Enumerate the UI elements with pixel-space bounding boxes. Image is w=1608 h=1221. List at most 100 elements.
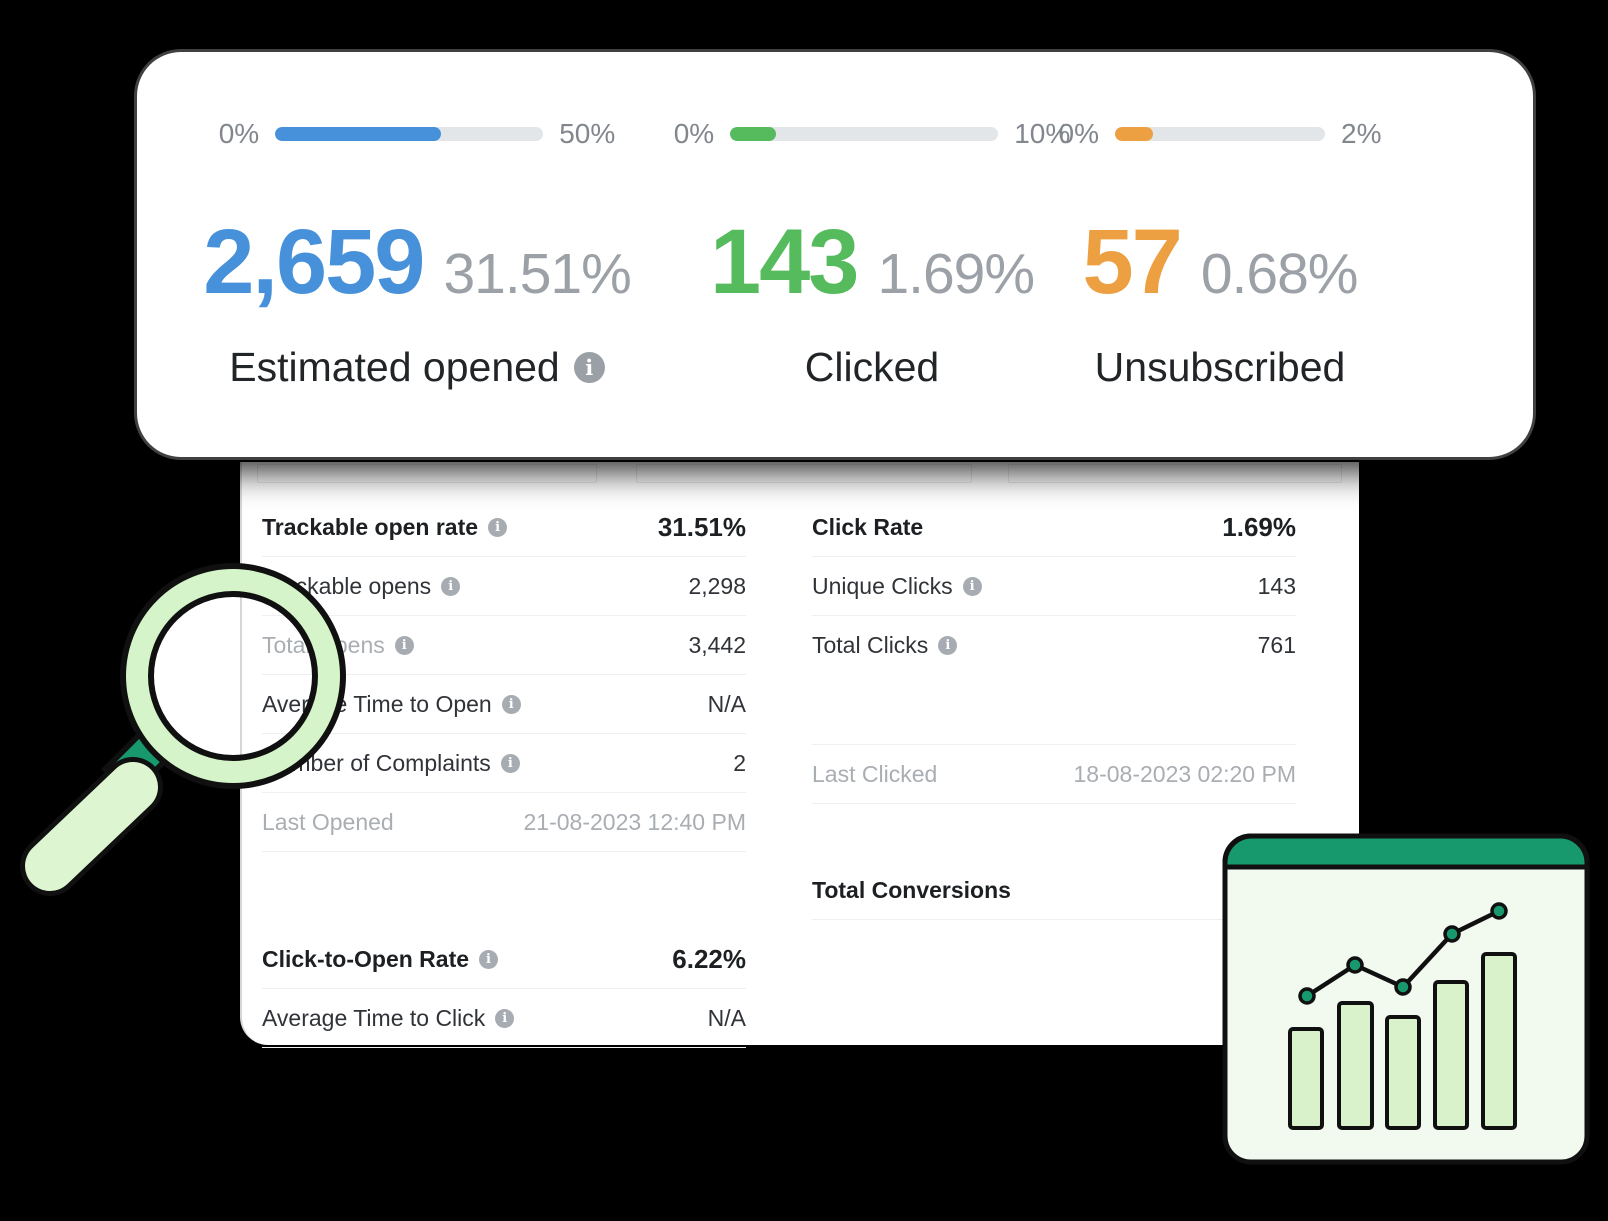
stat-row: Total Clicks i 761 [812,616,1296,674]
widget-bar [1385,1015,1421,1130]
progress-track [730,127,999,141]
progress-track [1115,127,1325,141]
stat-row: Average Time to Open i N/A [262,675,746,734]
click-stats-column: Click Rate 1.69% Unique Clicks i 143 Total Cl… [812,498,1296,920]
info-icon[interactable]: i [500,753,520,773]
stat-value: 1.69% [1222,511,1296,542]
metric-label: Clicked [804,343,940,390]
stat-label: Total Conversions [812,876,1011,903]
scale-max-label: 2% [1341,118,1382,149]
stat-row: Last Clicked 18-08-2023 02:20 PM [812,744,1296,804]
hidden-stat-card-edge [636,464,972,483]
stat-label: Click Rate [812,513,924,540]
stat-label: Last Opened [262,808,394,835]
progress-scale: 0% 50% [167,118,667,150]
stat-label: Total Clicks i [812,632,958,659]
metric-label: Unsubscribed [1094,343,1346,390]
metric-rate: 0.68% [1200,242,1359,306]
chart-widget-line [1298,902,1508,1005]
chart-widget-illustration [1222,833,1590,1165]
progress-fill [730,127,776,141]
stat-row: Click Rate 1.69% [812,498,1296,557]
metric-label-row: Unsubscribed [1030,342,1410,392]
stat-value: 3,442 [688,631,746,658]
metric-value-row: 2,659 31.51% [167,216,667,320]
progress-scale: 0% 10% [642,118,1102,150]
chart-widget-bars [1288,952,1517,1130]
stat-label: Trackable open rate i [262,514,508,541]
metric-unsubscribed: 0% 2% 57 0.68% Unsubscribed [1030,52,1410,457]
metric-rate: 1.69% [877,242,1035,306]
info-icon[interactable]: i [394,635,414,655]
stat-value: 21-08-2023 12:40 PM [523,808,747,835]
widget-trend-dot [1394,978,1412,996]
info-icon[interactable]: i [962,576,982,596]
scale-min-label: 0% [673,118,715,149]
stat-label: Unique Clicks i [812,573,982,600]
stat-value: 31.51% [657,511,746,542]
stat-value: 761 [1257,631,1296,658]
stat-row: Total Conversions [812,861,1296,920]
metric-value: 143 [709,211,859,313]
info-icon[interactable]: i [488,517,508,537]
progress-scale: 0% 2% [1030,118,1410,150]
scale-min-label: 0% [1058,118,1099,149]
magnifier-ring-inner-outline [148,591,318,761]
stats-panel: Trackable open rate i 31.51% Trackable open… [240,462,1359,1048]
info-icon[interactable]: i [495,1008,515,1028]
info-icon[interactable]: i [573,351,605,383]
stat-value: 2,298 [688,572,746,599]
scale-min-label: 0% [218,118,260,149]
metric-label-row: Estimated opened i [167,342,667,392]
stat-value: 143 [1257,572,1296,599]
metric-value: 57 [1082,211,1183,313]
info-icon[interactable]: i [479,949,499,969]
magnifier-handle [25,762,158,891]
progress-fill [1115,127,1153,141]
metric-estimated-opened: 0% 50% 2,659 31.51% Estimated opened i [167,52,667,457]
metric-value-row: 143 1.69% [642,216,1102,320]
stat-value: 2 [733,749,746,776]
widget-bar [1481,952,1517,1130]
scale-max-label: 50% [559,118,616,149]
stat-value: N/A [707,1004,746,1031]
summary-card: 0% 50% 2,659 31.51% Estimated opened i 0… [137,52,1533,457]
hidden-stat-card-edge [1008,464,1342,483]
stat-row: Trackable open rate i 31.51% [262,498,746,557]
magnifier-ring [123,566,343,786]
metric-label-row: Clicked [642,342,1102,392]
progress-track [275,127,544,141]
chart-widget-header [1222,833,1590,870]
info-icon[interactable]: i [938,635,958,655]
scale-max-label: 10% [1014,118,1071,149]
widget-bar [1337,1001,1374,1130]
info-icon[interactable]: i [441,576,461,596]
progress-fill [275,127,442,141]
stat-label: Last Clicked [812,760,938,787]
stat-row: Last Opened 21-08-2023 12:40 PM [262,793,746,852]
stat-row: Click-to-Open Rate i 6.22% [262,930,746,989]
stat-label: Average Time to Open i [262,691,521,718]
magnifier-illustration [20,563,346,896]
info-icon[interactable]: i [501,694,521,714]
hidden-stat-card-edge [257,464,597,483]
magnifier-ring-outer-outline [120,563,346,789]
metric-clicked: 0% 10% 143 1.69% Clicked [642,52,1102,457]
widget-bar [1433,980,1469,1130]
stat-value: 18-08-2023 02:20 PM [1073,760,1297,787]
widget-bar [1288,1027,1324,1130]
widget-trend-dot [1346,956,1364,974]
metric-value: 2,659 [203,211,425,313]
stat-value: N/A [707,690,746,717]
metric-value-row: 57 0.68% [1030,216,1410,320]
metric-label: Estimated opened [229,343,560,390]
stat-row: Average Time to Click i N/A [262,989,746,1048]
widget-trend-dot [1298,987,1316,1005]
stat-value: 6.22% [672,943,746,974]
stat-row: Unique Clicks i 143 [812,557,1296,616]
stat-label: Average Time to Click i [262,1005,515,1032]
widget-trend-dot [1490,902,1508,920]
stat-label: Click-to-Open Rate i [262,946,499,973]
widget-trend-dot [1443,925,1461,943]
